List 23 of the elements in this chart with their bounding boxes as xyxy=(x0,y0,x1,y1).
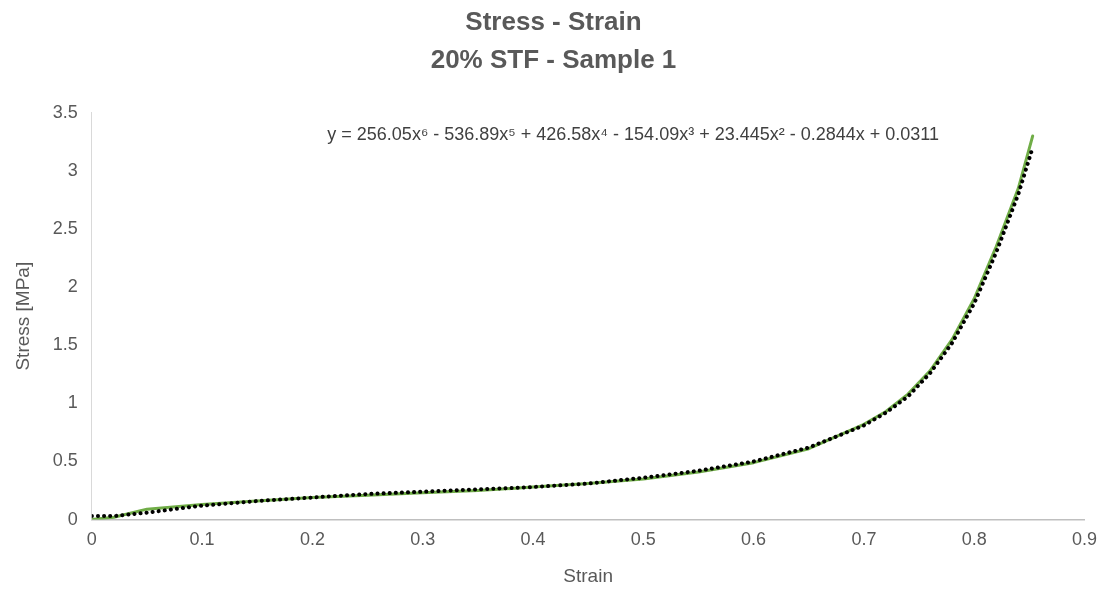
y-tick-label: 1.5 xyxy=(52,334,78,355)
x-tick-label: 0.1 xyxy=(189,529,215,550)
annotation: y = 256.05x⁶ - 536.89x⁵ + 426.58x⁴ - 154.09x³ + 23.445x² - 0.2844x + 0.0311 xyxy=(327,123,939,144)
y-tick-label: 2.5 xyxy=(52,218,78,238)
chart-title: Stress - Strain xyxy=(464,6,643,37)
x-axis-title: Strain xyxy=(563,564,613,586)
y-tick-label: 3.5 xyxy=(52,101,78,122)
x-tick-label: 0.3 xyxy=(410,529,436,550)
y-tick-label: 0 xyxy=(67,508,78,529)
x-tick-label: 0.2 xyxy=(299,529,325,550)
y-tick-label: 3 xyxy=(67,159,78,180)
y-tick-label: 1 xyxy=(67,392,78,413)
x-tick-label: 0 xyxy=(86,529,97,550)
x-tick-label: 0.9 xyxy=(1071,529,1097,550)
x-tick-label: 0.8 xyxy=(961,529,987,550)
x-tick-label: 0.7 xyxy=(851,529,877,550)
y-tick-label: 0.5 xyxy=(52,450,78,471)
x-tick-label: 0.4 xyxy=(520,529,546,550)
y-tick-label: 2 xyxy=(67,276,78,297)
y-axis-title: Stress [MPa] xyxy=(11,261,33,371)
x-tick-label: 0.6 xyxy=(741,529,767,550)
chart-subtitle: 20% STF - Sample 1 xyxy=(429,44,678,75)
x-tick-label: 0.5 xyxy=(630,529,656,550)
